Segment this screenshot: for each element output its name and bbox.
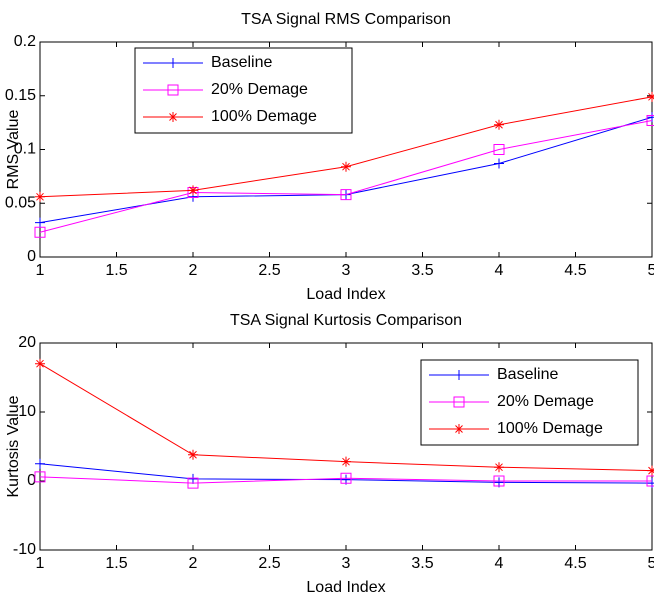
marker <box>34 471 46 483</box>
y-tick-label: 0.2 <box>14 33 36 50</box>
legend-marker <box>167 84 179 96</box>
x-tick-label: 3.5 <box>411 262 433 279</box>
x-tick-label: 4 <box>495 555 504 572</box>
x-tick-label: 2 <box>189 262 198 279</box>
legend-marker <box>168 112 178 122</box>
y-tick-label: -10 <box>13 541 36 558</box>
x-tick-label: 3 <box>342 555 351 572</box>
legend-label: 100% Demage <box>497 420 603 437</box>
legend-marker <box>454 370 464 380</box>
marker <box>187 187 199 198</box>
x-tick-label: 5 <box>648 555 654 572</box>
marker <box>34 226 46 238</box>
marker <box>35 458 45 469</box>
y-tick-label: 0.15 <box>5 87 36 104</box>
marker <box>494 158 504 169</box>
x-tick-label: 2.5 <box>258 555 280 572</box>
marker <box>494 119 504 130</box>
marker <box>35 358 45 369</box>
x-tick-label: 4.5 <box>564 555 586 572</box>
y-tick-label: 0.05 <box>5 194 36 211</box>
marker <box>188 185 198 196</box>
legend-marker <box>453 396 465 408</box>
y-tick-label: 20 <box>18 334 36 351</box>
marker <box>341 456 351 467</box>
marker <box>647 91 654 102</box>
axes-box <box>39 342 653 551</box>
x-axis-label: Load Index <box>306 286 385 303</box>
x-tick-label: 1.5 <box>105 262 127 279</box>
x-tick-label: 1 <box>36 555 45 572</box>
marker <box>35 191 45 202</box>
x-tick-label: 4.5 <box>564 262 586 279</box>
x-tick-label: 4 <box>495 262 504 279</box>
marker <box>188 473 198 484</box>
series-line <box>39 119 653 233</box>
legend-label: 20% Demage <box>211 81 308 98</box>
x-tick-label: 3 <box>342 262 351 279</box>
series-line <box>39 476 652 484</box>
y-tick-label: 0.1 <box>14 141 36 158</box>
y-tick-label: 10 <box>18 403 36 420</box>
marker <box>340 472 352 484</box>
x-tick-label: 3.5 <box>411 555 433 572</box>
legend-label: Baseline <box>211 54 272 71</box>
chart-title: TSA Signal RMS Comparison <box>241 11 451 28</box>
x-tick-label: 1.5 <box>105 555 127 572</box>
legend-marker <box>454 424 464 434</box>
marker <box>341 161 351 172</box>
legend-label: 100% Demage <box>211 108 317 125</box>
marker <box>35 217 45 228</box>
legend-label: 20% Demage <box>497 393 594 410</box>
y-axis-label: RMS Value <box>5 110 22 190</box>
marker <box>647 465 654 476</box>
marker <box>188 449 198 460</box>
legend-label: Baseline <box>497 366 558 383</box>
marker <box>340 189 352 201</box>
y-axis-label: Kurtosis Value <box>5 395 22 497</box>
legend-marker <box>168 58 178 68</box>
x-tick-label: 2 <box>189 555 198 572</box>
y-tick-label: 0 <box>27 472 36 489</box>
x-tick-label: 1 <box>36 262 45 279</box>
chart-title: TSA Signal Kurtosis Comparison <box>230 312 462 329</box>
marker <box>187 477 199 489</box>
x-tick-label: 5 <box>648 262 654 279</box>
x-axis-label: Load Index <box>306 579 385 596</box>
marker <box>494 462 504 473</box>
axes-box <box>39 41 653 258</box>
marker <box>493 475 505 487</box>
y-tick-label: 0 <box>27 248 36 265</box>
marker <box>493 144 505 155</box>
x-tick-label: 2.5 <box>258 262 280 279</box>
